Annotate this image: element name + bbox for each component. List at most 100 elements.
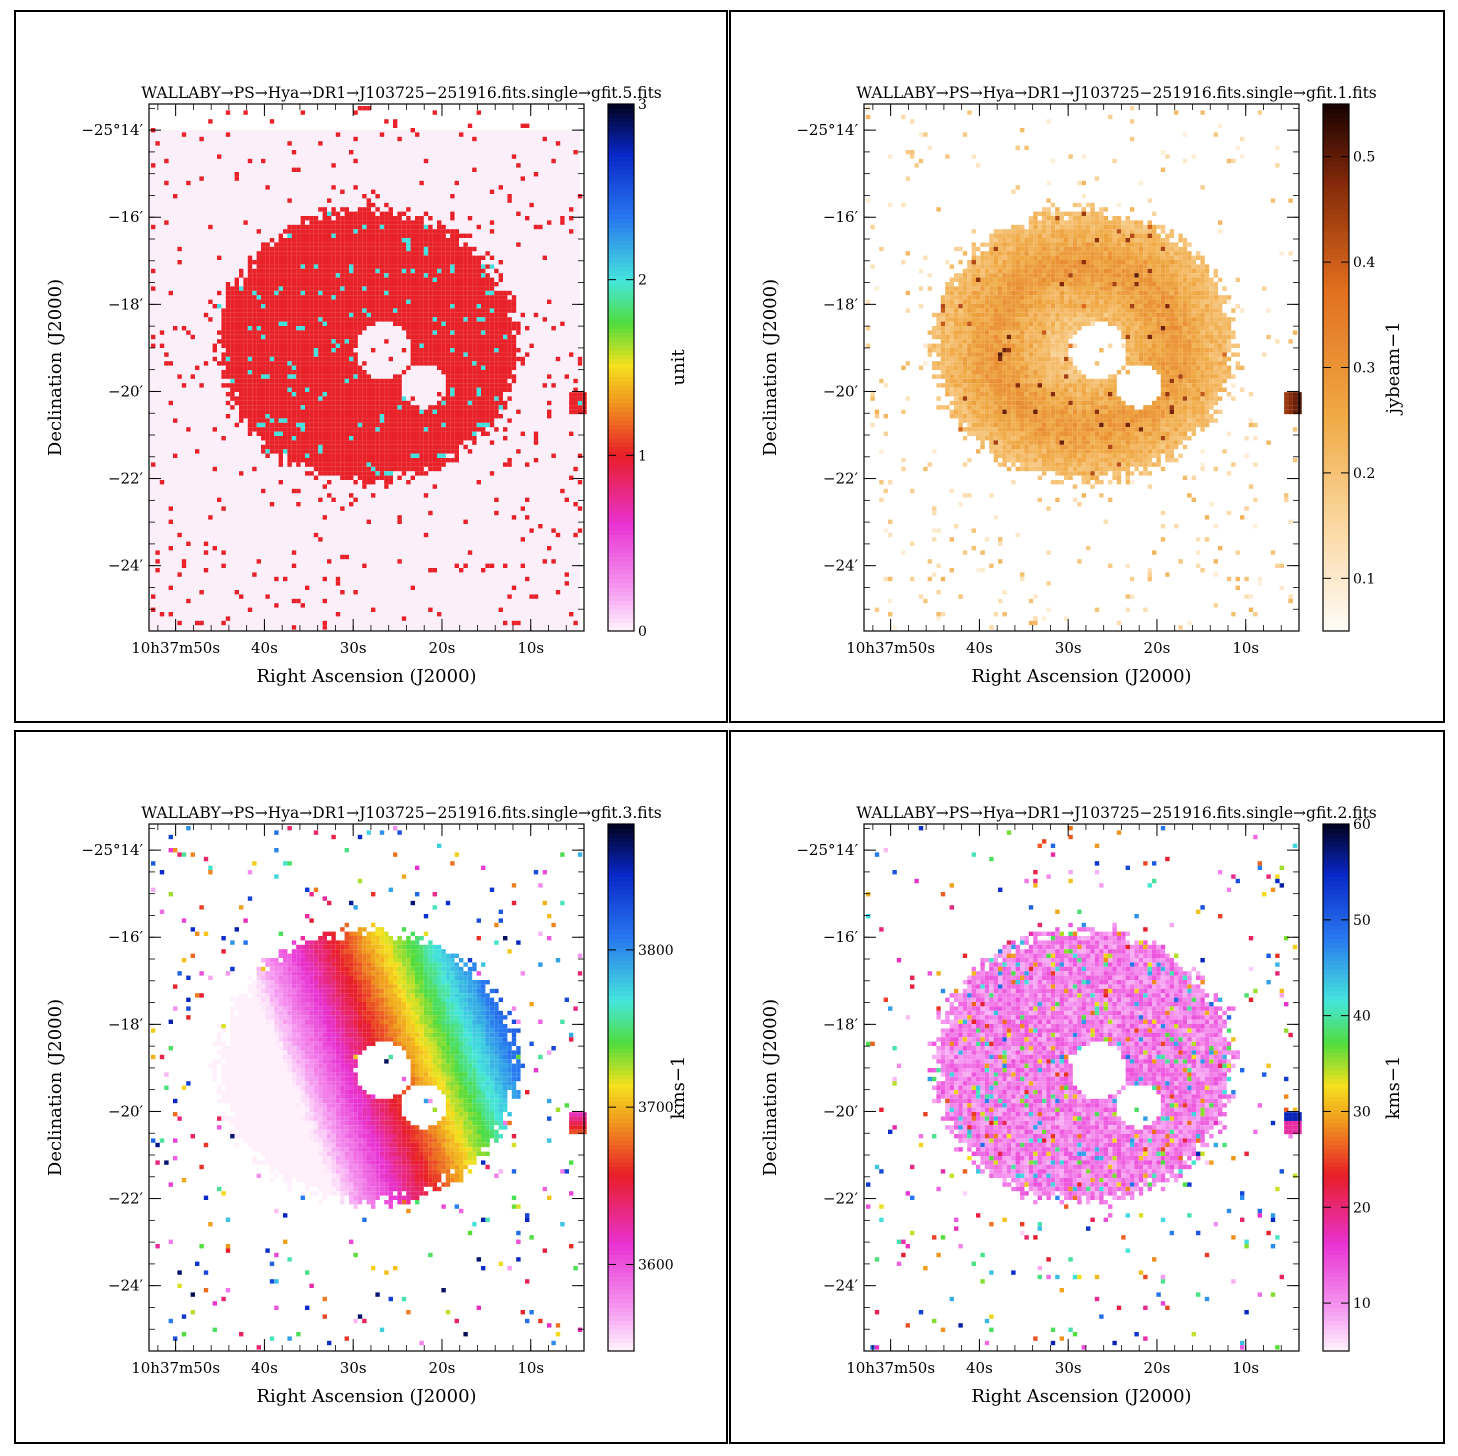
x-tick-label: 10h37m50s xyxy=(846,639,935,657)
colorbar-tick-label: 20 xyxy=(1353,1200,1371,1216)
x-tick-label: 40s xyxy=(251,1359,278,1377)
y-tick-label: −25°14′ xyxy=(81,121,143,139)
x-tick-label: 10h37m50s xyxy=(131,639,220,657)
panel-gfit3: WALLABY→PS→Hya→DR1→J103725−251916.fits.s… xyxy=(45,804,689,1407)
panel-gfit2: WALLABY→PS→Hya→DR1→J103725−251916.fits.s… xyxy=(760,804,1404,1407)
y-axis-label: Declination (J2000) xyxy=(45,279,66,456)
x-axis-label: Right Ascension (J2000) xyxy=(256,1386,476,1407)
map-pixels xyxy=(866,826,1302,1350)
x-tick-label: 30s xyxy=(1055,1359,1082,1377)
y-tick-label: −25°14′ xyxy=(796,841,858,859)
colorbar-frame xyxy=(607,823,635,1352)
colorbar-tick-label: 2 xyxy=(638,273,647,289)
panel-frame-gfit2: WALLABY→PS→Hya→DR1→J103725−251916.fits.s… xyxy=(729,730,1445,1444)
y-axis-label: Declination (J2000) xyxy=(45,999,66,1176)
y-tick-label: −22′ xyxy=(108,470,144,488)
panel-gfit5: WALLABY→PS→Hya→DR1→J103725−251916.fits.s… xyxy=(45,84,689,687)
colorbar-tick-label: 3 xyxy=(638,97,647,113)
y-tick-label: −16′ xyxy=(108,928,144,946)
y-tick-label: −25°14′ xyxy=(796,121,858,139)
map-pixels xyxy=(151,826,587,1350)
colorbar-frame xyxy=(1322,823,1350,1352)
colorbar-tick-label: 0.1 xyxy=(1353,571,1375,587)
colorbar-tick-label: 40 xyxy=(1353,1009,1371,1025)
x-tick-label: 20s xyxy=(429,639,456,657)
colorbar-label: kms−1 xyxy=(1383,1056,1404,1120)
colorbar-tick-label: 0.3 xyxy=(1353,361,1375,377)
plot-frame xyxy=(863,103,1300,632)
panel-frame-gfit3: WALLABY→PS→Hya→DR1→J103725−251916.fits.s… xyxy=(14,730,728,1444)
chart-title: WALLABY→PS→Hya→DR1→J103725−251916.fits.s… xyxy=(856,804,1377,822)
colorbar-tick-label: 0 xyxy=(638,624,647,640)
y-tick-label: −24′ xyxy=(108,557,144,575)
plot-frame xyxy=(148,823,585,1352)
y-tick-label: −16′ xyxy=(823,928,859,946)
y-tick-label: −20′ xyxy=(108,1102,144,1120)
panel-frame-gfit5: WALLABY→PS→Hya→DR1→J103725−251916.fits.s… xyxy=(14,10,728,723)
colorbar-tick-label: 0.5 xyxy=(1353,150,1375,166)
colorbar xyxy=(1323,824,1349,1352)
y-tick-label: −18′ xyxy=(823,1015,859,1033)
x-tick-label: 40s xyxy=(251,639,278,657)
plot-frame xyxy=(148,103,585,632)
chart-title: WALLABY→PS→Hya→DR1→J103725−251916.fits.s… xyxy=(856,84,1377,102)
x-tick-label: 10s xyxy=(517,1359,544,1377)
x-tick-label: 20s xyxy=(1144,1359,1171,1377)
panel-frame-gfit1: WALLABY→PS→Hya→DR1→J103725−251916.fits.s… xyxy=(729,10,1445,723)
y-axis-label: Declination (J2000) xyxy=(760,279,781,456)
chart-title: WALLABY→PS→Hya→DR1→J103725−251916.fits.s… xyxy=(141,804,662,822)
y-tick-label: −22′ xyxy=(823,1190,859,1208)
plot-frame xyxy=(863,823,1300,1352)
colorbar-tick-label: 30 xyxy=(1353,1104,1371,1120)
colorbar xyxy=(1323,104,1349,632)
x-tick-label: 30s xyxy=(340,1359,367,1377)
y-tick-label: −25°14′ xyxy=(81,841,143,859)
colorbar-label: jybeam−1 xyxy=(1383,321,1404,415)
colorbar-label: unit xyxy=(668,349,689,386)
y-tick-label: −20′ xyxy=(823,382,859,400)
x-tick-label: 30s xyxy=(1055,639,1082,657)
y-tick-label: −20′ xyxy=(823,1102,859,1120)
y-tick-label: −22′ xyxy=(823,470,859,488)
colorbar-frame xyxy=(607,103,635,632)
x-tick-label: 10h37m50s xyxy=(846,1359,935,1377)
y-tick-label: −18′ xyxy=(108,1015,144,1033)
map-pixels xyxy=(866,106,1302,630)
x-tick-label: 10h37m50s xyxy=(131,1359,220,1377)
colorbar-label: kms−1 xyxy=(668,1056,689,1120)
x-tick-label: 10s xyxy=(1232,1359,1259,1377)
x-tick-label: 10s xyxy=(1232,639,1259,657)
colorbar-tick-label: 3700 xyxy=(638,1100,674,1116)
y-tick-label: −24′ xyxy=(823,1277,859,1295)
colorbar-tick-label: 1 xyxy=(638,448,647,464)
y-tick-label: −22′ xyxy=(108,1190,144,1208)
x-axis-label: Right Ascension (J2000) xyxy=(256,666,476,687)
x-tick-label: 40s xyxy=(966,1359,993,1377)
colorbar xyxy=(608,104,634,632)
panel-gfit1: WALLABY→PS→Hya→DR1→J103725−251916.fits.s… xyxy=(760,84,1404,687)
y-tick-label: −18′ xyxy=(823,295,859,313)
colorbar-tick-label: 0.2 xyxy=(1353,466,1375,482)
x-tick-label: 20s xyxy=(429,1359,456,1377)
y-axis-label: Declination (J2000) xyxy=(760,999,781,1176)
y-tick-label: −20′ xyxy=(108,382,144,400)
y-tick-label: −24′ xyxy=(108,1277,144,1295)
x-tick-label: 40s xyxy=(966,639,993,657)
map-pixels xyxy=(151,106,587,630)
x-axis-label: Right Ascension (J2000) xyxy=(971,666,1191,687)
colorbar-tick-label: 0.4 xyxy=(1353,255,1375,271)
colorbar-tick-label: 50 xyxy=(1353,913,1371,929)
colorbar-tick-label: 60 xyxy=(1353,817,1371,833)
y-tick-label: −24′ xyxy=(823,557,859,575)
colorbar-tick-label: 3600 xyxy=(638,1257,674,1273)
colorbar-tick-label: 3800 xyxy=(638,943,674,959)
colorbar-tick-label: 10 xyxy=(1353,1296,1371,1312)
x-tick-label: 20s xyxy=(1144,639,1171,657)
y-tick-label: −16′ xyxy=(108,208,144,226)
chart-title: WALLABY→PS→Hya→DR1→J103725−251916.fits.s… xyxy=(141,84,662,102)
x-tick-label: 10s xyxy=(517,639,544,657)
x-axis-label: Right Ascension (J2000) xyxy=(971,1386,1191,1407)
x-tick-label: 30s xyxy=(340,639,367,657)
y-tick-label: −18′ xyxy=(108,295,144,313)
colorbar xyxy=(608,824,634,1352)
